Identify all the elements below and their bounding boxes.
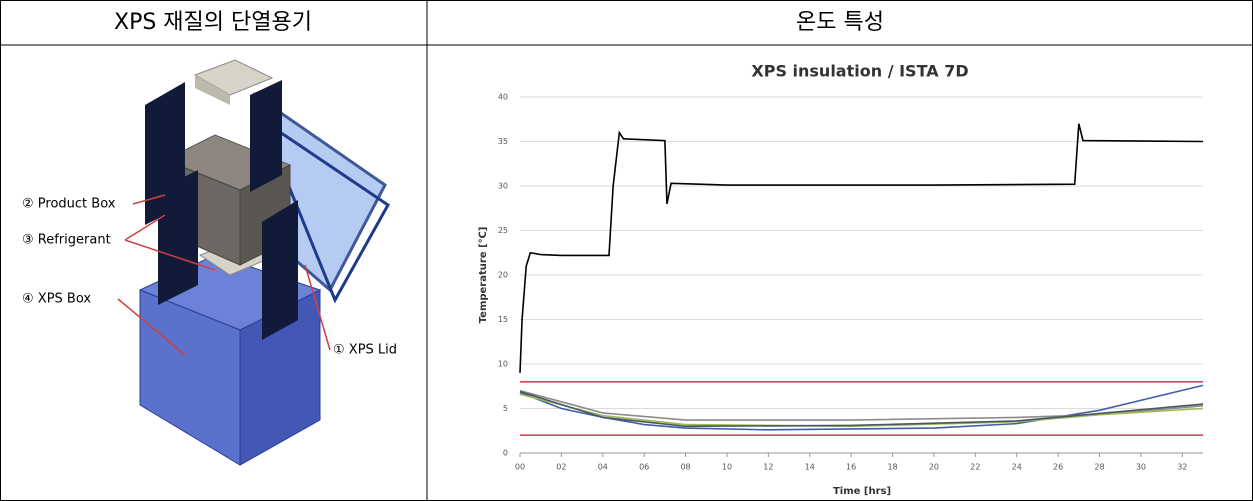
illustration: ② Product Box ③ Refrigerant ④ XPS Box ① …	[22, 59, 397, 466]
x-tick-label: 32	[1177, 463, 1187, 472]
panel	[250, 80, 282, 192]
chart-title: XPS insulation / ISTA 7D	[751, 62, 968, 81]
x-tick-label: 08	[680, 463, 690, 472]
y-tick-label: 0	[503, 449, 508, 458]
panel	[262, 200, 298, 340]
x-tick-label: 06	[639, 463, 649, 472]
y-axis-label: Temperature [℃]	[478, 227, 489, 324]
x-axis-label: Time [hrs]	[833, 486, 891, 497]
chart: XPS insulation / ISTA 7D Time [hrs] Temp…	[478, 62, 1204, 497]
diagram-label: ② Product Box	[22, 197, 116, 212]
y-tick-label: 5	[503, 404, 508, 413]
x-tick-label: 16	[846, 463, 856, 472]
y-tick-label: 20	[498, 271, 508, 280]
leader-lines	[117, 194, 331, 356]
x-tick-label: 04	[598, 463, 608, 472]
y-tick-label: 10	[498, 360, 508, 369]
y-tick-label: 25	[498, 226, 508, 235]
y-tick-label: 15	[498, 315, 508, 324]
header-cell: XPS 재질의 단열용기	[114, 10, 312, 35]
x-tick-label: 12	[763, 463, 773, 472]
series-line	[519, 390, 1204, 428]
refrigerant-side	[195, 75, 230, 105]
diagram-label: ③ Refrigerant	[22, 233, 111, 248]
x-tick-label: 22	[970, 463, 980, 472]
x-tick-label: 24	[1012, 463, 1022, 472]
series-line	[519, 123, 1204, 373]
header-cell: 온도 특성	[796, 10, 884, 35]
x-tick-label: 10	[722, 463, 732, 472]
y-tick-label: 30	[498, 182, 508, 191]
x-tick-label: 00	[515, 463, 525, 472]
y-tick-label: 40	[498, 93, 508, 102]
x-tick-label: 02	[556, 463, 566, 472]
lid-edge	[258, 116, 390, 304]
x-tick-label: 14	[805, 463, 815, 472]
x-tick-label: 28	[1094, 463, 1104, 472]
x-tick-label: 26	[1053, 463, 1063, 472]
diagram-label: ① XPS Lid	[333, 343, 397, 358]
x-tick-label: 20	[929, 463, 939, 472]
diagram-label: ④ XPS Box	[22, 292, 91, 307]
panel	[158, 170, 198, 305]
x-tick-label: 18	[887, 463, 897, 472]
x-tick-label: 30	[1136, 463, 1146, 472]
y-tick-label: 35	[498, 137, 508, 146]
series-line	[519, 389, 1204, 421]
series-line	[519, 393, 1204, 428]
series-line	[519, 384, 1204, 431]
